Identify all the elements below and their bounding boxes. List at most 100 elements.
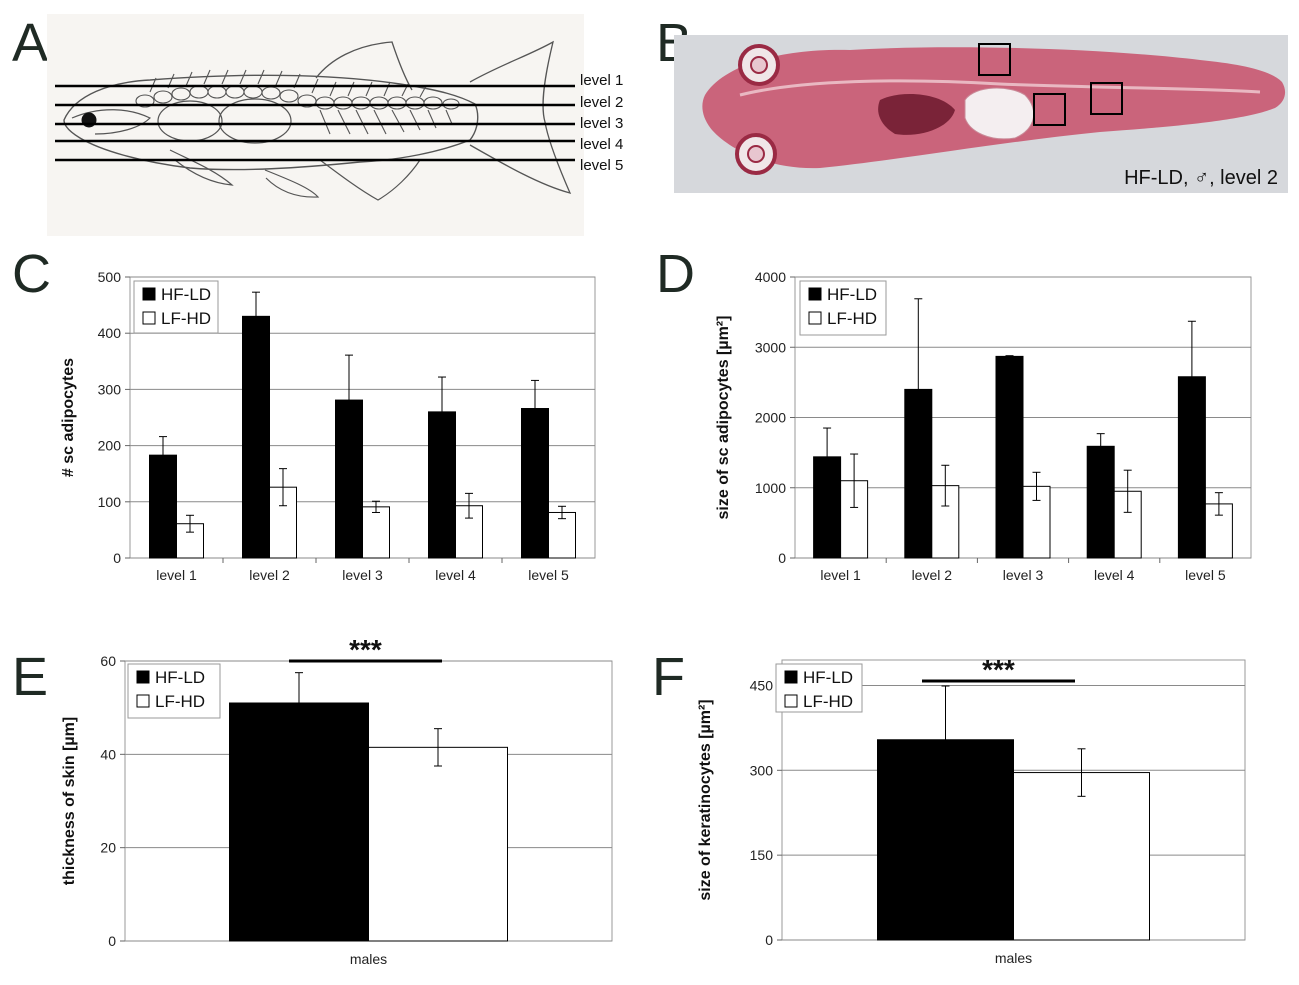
tissue-layer bbox=[739, 79, 1261, 97]
region-box-2 bbox=[1033, 93, 1066, 126]
x-tick-label: males bbox=[350, 951, 387, 967]
legend-swatch bbox=[142, 311, 156, 325]
legend-swatch bbox=[808, 287, 822, 301]
legend-label: LF-HD bbox=[803, 692, 853, 711]
y-tick-label: 0 bbox=[108, 933, 116, 949]
legend-swatch bbox=[142, 287, 156, 301]
swim-bladder-posterior bbox=[218, 98, 292, 144]
panel-letter-d: D bbox=[656, 244, 695, 304]
bar-lf-hd-males bbox=[368, 746, 508, 942]
bar-lf-hd-males bbox=[1013, 772, 1150, 941]
pectoral-fin bbox=[264, 169, 320, 198]
region-box-3 bbox=[1090, 82, 1123, 115]
legend-swatch bbox=[784, 694, 798, 708]
histology-image: HF-LD, ♂, level 2 bbox=[674, 35, 1288, 193]
legend-label: LF-HD bbox=[827, 309, 877, 328]
chart-d-sc-adipocyte-size: 0 1000 2000 3000 4000 size of sc adipocytes [… bbox=[715, 269, 1252, 583]
x-tick-label: level 3 bbox=[342, 567, 383, 583]
gill-line bbox=[71, 109, 152, 135]
y-tick-label: 150 bbox=[750, 847, 774, 863]
y-tick-label: 60 bbox=[100, 653, 116, 669]
chart-f-keratinocyte-size: 0 150 300 450 size of keratinocytes [µm²] mal… bbox=[697, 654, 1246, 966]
y-tick-label: 300 bbox=[750, 762, 774, 778]
y-axis-title: size of sc adipocytes [µm²] bbox=[715, 316, 732, 520]
x-tick-label: level 2 bbox=[249, 567, 290, 583]
legend-swatch bbox=[808, 311, 822, 325]
swim-bladder-cavity bbox=[964, 87, 1035, 140]
bar-hf-ld-level-1 bbox=[149, 454, 177, 559]
legend-label: HF-LD bbox=[803, 668, 853, 687]
histology-caption: HF-LD, ♂, level 2 bbox=[1124, 167, 1278, 189]
y-tick-label: 2000 bbox=[755, 410, 786, 426]
dorsal-fin bbox=[315, 41, 413, 91]
x-tick-label: level 5 bbox=[528, 567, 569, 583]
bar-hf-ld-level-5 bbox=[521, 408, 549, 559]
y-axis-title: size of keratinocytes [µm²] bbox=[697, 699, 714, 900]
bar-hf-ld-level-1 bbox=[813, 456, 842, 559]
x-tick-label: males bbox=[995, 950, 1032, 966]
chart-e-skin-thickness: 0 20 40 60 thickness of skin [µm] males HF-LD L… bbox=[61, 634, 613, 967]
fish-schematic: level 1 level 2 level 3 level 4 level 5 bbox=[47, 14, 623, 236]
y-axis-title: thickness of skin [µm] bbox=[61, 717, 78, 885]
x-tick-label: level 5 bbox=[1185, 567, 1226, 583]
bar-hf-ld-males bbox=[229, 702, 369, 942]
bar-hf-ld-level-2 bbox=[904, 388, 933, 559]
y-tick-label: 400 bbox=[98, 325, 122, 341]
y-tick-label: 1000 bbox=[755, 480, 786, 496]
x-tick-label: level 3 bbox=[1003, 567, 1044, 583]
panel-letter-f: F bbox=[652, 647, 685, 707]
level-label-2: level 2 bbox=[580, 94, 623, 111]
significance-stars: *** bbox=[349, 634, 382, 665]
y-tick-label: 0 bbox=[113, 550, 121, 566]
bar-hf-ld-level-2 bbox=[242, 315, 270, 559]
organ-dark bbox=[878, 94, 955, 135]
y-tick-label: 40 bbox=[100, 746, 116, 762]
significance-stars: *** bbox=[982, 654, 1015, 685]
x-tick-label: level 4 bbox=[435, 567, 476, 583]
level-label-1: level 1 bbox=[580, 72, 623, 89]
legend-label: LF-HD bbox=[161, 309, 211, 328]
panel-letter-a: A bbox=[12, 13, 49, 73]
y-axis-title: # sc adipocytes bbox=[60, 358, 77, 477]
legend-label: LF-HD bbox=[155, 692, 205, 711]
y-tick-label: 300 bbox=[98, 381, 122, 397]
bar-hf-ld-level-3 bbox=[995, 355, 1024, 559]
bar-lf-hd-level-3 bbox=[362, 506, 390, 559]
tail-fin bbox=[469, 40, 572, 194]
level-label-5: level 5 bbox=[580, 157, 623, 174]
panel-letter-e: E bbox=[12, 647, 49, 707]
level-label-3: level 3 bbox=[580, 115, 623, 132]
bar-hf-ld-level-5 bbox=[1177, 376, 1206, 559]
y-tick-label: 100 bbox=[98, 494, 122, 510]
bar-hf-ld-level-3 bbox=[335, 399, 363, 559]
bar-hf-ld-males bbox=[877, 739, 1014, 941]
panel-letter-c: C bbox=[12, 244, 51, 304]
bar-hf-ld-level-4 bbox=[1086, 445, 1115, 559]
bar-hf-ld-level-4 bbox=[428, 411, 456, 559]
y-tick-label: 3000 bbox=[755, 339, 786, 355]
section-lines bbox=[55, 84, 575, 162]
eye-dot bbox=[81, 112, 97, 128]
legend-swatch bbox=[784, 670, 798, 684]
x-tick-label: level 4 bbox=[1094, 567, 1135, 583]
legend-label: HF-LD bbox=[161, 285, 211, 304]
y-tick-label: 200 bbox=[98, 438, 122, 454]
anal-fin bbox=[319, 159, 421, 201]
x-tick-label: level 2 bbox=[912, 567, 953, 583]
x-tick-label: level 1 bbox=[820, 567, 861, 583]
level-label-4: level 4 bbox=[580, 136, 623, 153]
y-tick-label: 450 bbox=[750, 677, 774, 693]
y-tick-label: 0 bbox=[778, 550, 786, 566]
legend-swatch bbox=[136, 694, 150, 708]
legend-label: HF-LD bbox=[827, 285, 877, 304]
legend-label: HF-LD bbox=[155, 668, 205, 687]
y-tick-label: 20 bbox=[100, 840, 116, 856]
y-tick-label: 4000 bbox=[755, 269, 786, 285]
region-box-1 bbox=[978, 43, 1011, 76]
y-tick-label: 0 bbox=[765, 932, 773, 948]
y-tick-label: 500 bbox=[98, 269, 122, 285]
bar-lf-hd-level-5 bbox=[548, 511, 576, 559]
x-tick-label: level 1 bbox=[156, 567, 197, 583]
chart-c-sc-adipocyte-count: 0 100 200 300 400 500 # sc adipocytes level 1 le… bbox=[60, 269, 596, 583]
